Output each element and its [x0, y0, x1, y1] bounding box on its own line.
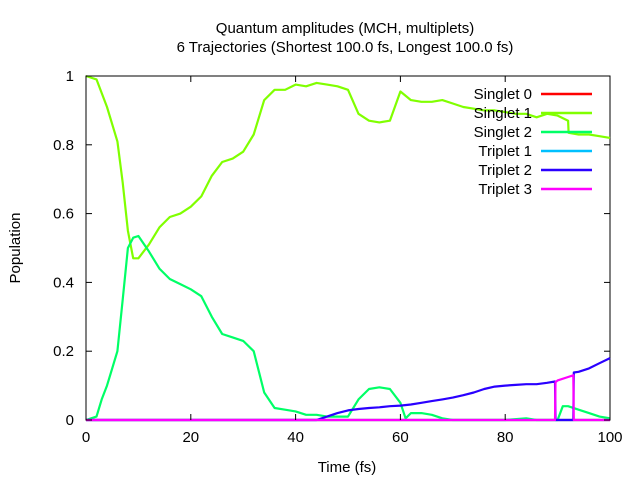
y-tick-label: 0.2	[53, 343, 74, 360]
y-tick-label: 0.4	[53, 274, 74, 291]
legend-label-1: Singlet 1	[474, 105, 532, 122]
x-tick-label: 20	[182, 429, 199, 446]
y-tick-label: 1	[66, 68, 74, 85]
legend-label-3: Triplet 1	[478, 143, 532, 160]
chart-title: Quantum amplitudes (MCH, multiplets)	[216, 20, 474, 37]
legend: Singlet 0 Singlet 1 Singlet 2 Triplet 1 Trip…	[474, 86, 592, 198]
series-layer	[85, 74, 611, 422]
chart-subtitle: 6 Trajectories (Shortest 100.0 fs, Longe…	[177, 39, 514, 56]
legend-label-0: Singlet 0	[474, 86, 532, 103]
legend-label-2: Singlet 2	[474, 124, 532, 141]
series-line-4	[86, 357, 611, 422]
x-tick-label: 100	[597, 429, 622, 446]
series-line-5	[86, 374, 610, 422]
x-tick-label: 0	[82, 429, 90, 446]
y-tick-label: 0	[66, 412, 74, 429]
x-axis-label: Time (fs)	[318, 459, 377, 476]
x-tick-label: 60	[392, 429, 409, 446]
tick-layer: 0 20 40 60 80 100 0 0.2 0.4 0.6 0.8 1	[53, 68, 622, 446]
series-line-1	[85, 74, 611, 260]
legend-label-4: Triplet 2	[478, 162, 532, 179]
legend-label-5: Triplet 3	[478, 181, 532, 198]
y-axis-label: Population	[7, 213, 24, 284]
x-tick-label: 40	[287, 429, 304, 446]
series-line-2	[85, 234, 611, 422]
y-tick-label: 0.6	[53, 206, 74, 223]
x-tick-label: 80	[497, 429, 514, 446]
y-tick-label: 0.8	[53, 137, 74, 154]
